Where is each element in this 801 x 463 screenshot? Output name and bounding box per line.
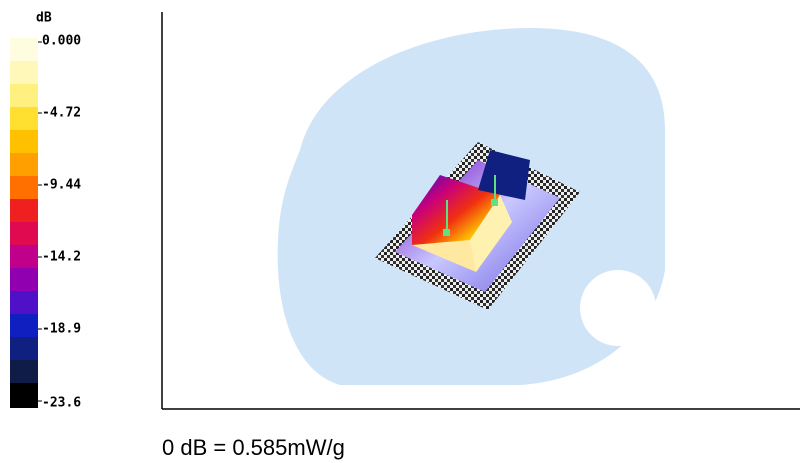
colorbar-label: -4.72 bbox=[42, 106, 81, 121]
colorbar-label: 0.000 bbox=[42, 34, 81, 49]
colorbar: dB 0.000 -4.72 -9.44 -14.2 -18.9 -23.6 bbox=[10, 11, 81, 411]
colorbar-unit: dB bbox=[36, 11, 52, 26]
caption: 0 dB = 0.585mW/g bbox=[162, 435, 345, 460]
colorbar-label: -14.2 bbox=[42, 250, 81, 265]
sar-distribution bbox=[375, 142, 580, 310]
colorbar-label: -9.44 bbox=[42, 178, 81, 193]
axes bbox=[161, 12, 800, 410]
colorbar-label: -18.9 bbox=[42, 322, 81, 337]
colorbar-label: -23.6 bbox=[42, 396, 81, 411]
